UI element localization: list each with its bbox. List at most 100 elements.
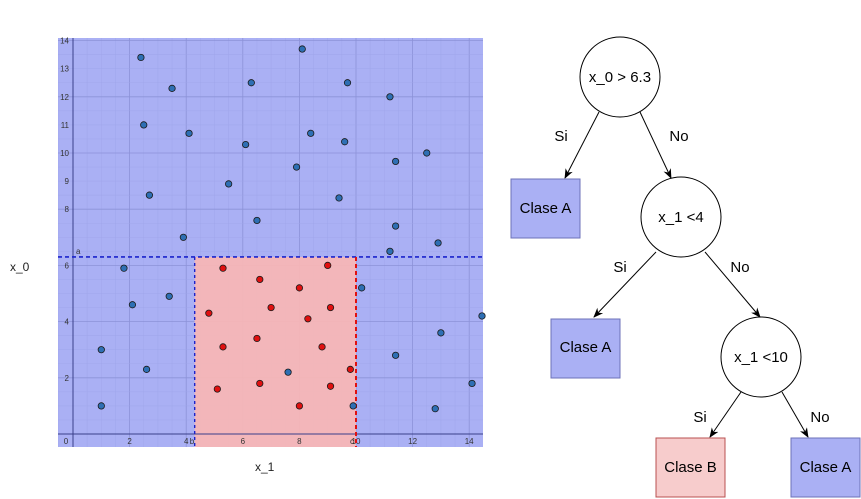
x-tick-label: 14 xyxy=(465,437,474,446)
y-tick-label: 14 xyxy=(60,37,69,46)
x-tick-label: 12 xyxy=(408,437,417,446)
point-clase-b xyxy=(295,402,303,410)
point-clase-b xyxy=(213,385,221,393)
y-tick-label: 13 xyxy=(60,65,69,74)
plot-axes xyxy=(58,38,483,447)
point-clase-a xyxy=(468,379,476,388)
point-clase-a xyxy=(145,191,154,199)
point-clase-a xyxy=(437,329,445,337)
point-clase-a xyxy=(386,93,394,101)
point-clase-a xyxy=(120,264,128,272)
threshold-label-c: c xyxy=(350,437,354,446)
point-clase-a xyxy=(392,351,400,359)
leaf-label: Clase A xyxy=(520,200,572,217)
y-tick-label: 6 xyxy=(65,261,70,270)
point-clase-a xyxy=(253,216,261,225)
node-label: x_1 <4 xyxy=(658,209,703,226)
edge-label-si: Si xyxy=(554,128,567,145)
point-clase-a xyxy=(349,402,357,410)
point-clase-b xyxy=(205,309,213,317)
point-clase-a xyxy=(341,138,349,146)
x-axis-title: x_1 xyxy=(255,460,275,474)
tree-node-root: x_0 > 6.3 xyxy=(579,36,661,118)
point-clase-a xyxy=(137,53,145,62)
plot-points xyxy=(97,45,486,413)
point-clase-a xyxy=(386,247,394,255)
edge-root-node2 xyxy=(639,111,672,179)
point-clase-b xyxy=(326,382,335,390)
point-clase-b xyxy=(219,264,227,272)
threshold-label-a: a xyxy=(76,247,81,256)
edge-node2-leaf2 xyxy=(593,251,657,318)
point-clase-a xyxy=(179,233,187,241)
point-clase-b xyxy=(346,365,354,373)
leaf-label: Clase A xyxy=(560,339,612,356)
point-clase-a xyxy=(185,129,193,137)
tree-leaf-clase-a: Clase A xyxy=(550,318,621,379)
point-clase-a xyxy=(142,365,151,373)
point-clase-a xyxy=(335,194,343,202)
edge-label-si: Si xyxy=(613,259,626,276)
tree-leaf-clase-a: Clase A xyxy=(790,437,861,498)
point-clase-a xyxy=(140,121,148,129)
tree-leaf-clase-b: Clase B xyxy=(655,437,726,498)
x-tick-label: 0 xyxy=(64,437,69,446)
point-clase-b xyxy=(304,315,312,323)
point-clase-a xyxy=(307,129,315,137)
edge-node3-leaf4 xyxy=(781,391,809,438)
edge-root-leaf1 xyxy=(564,111,600,179)
point-clase-b xyxy=(326,303,335,312)
point-clase-a xyxy=(242,140,250,149)
plot-regions xyxy=(194,256,356,447)
leaf-label: Clase A xyxy=(800,459,852,476)
point-clase-b xyxy=(256,379,264,388)
point-clase-a xyxy=(423,149,431,157)
point-clase-a xyxy=(392,222,400,230)
point-clase-a xyxy=(298,45,306,53)
point-clase-a xyxy=(97,346,105,354)
point-clase-b xyxy=(267,303,275,312)
y-tick-label: 11 xyxy=(61,121,70,130)
y-tick-label: 10 xyxy=(60,149,69,158)
y-tick-label: 9 xyxy=(65,177,70,186)
x-tick-label: 2 xyxy=(127,437,132,446)
x-tick-label: 8 xyxy=(297,437,302,446)
point-clase-a xyxy=(168,84,176,92)
y-tick-label: 4 xyxy=(65,318,70,327)
y-tick-label: 12 xyxy=(60,93,69,102)
point-clase-b xyxy=(318,343,326,351)
point-clase-b xyxy=(324,261,332,269)
point-clase-a xyxy=(478,312,486,320)
point-clase-b xyxy=(219,343,227,351)
node-label: x_1 <10 xyxy=(734,349,788,366)
edge-label-no: No xyxy=(669,128,688,145)
point-clase-a xyxy=(358,284,366,292)
point-clase-b xyxy=(253,334,261,343)
leaf-label: Clase B xyxy=(664,459,717,476)
tree-node-x1-lt-10: x_1 <10 xyxy=(720,316,802,398)
y-axis-title: x_0 xyxy=(10,260,30,274)
y-tick-label: 2 xyxy=(65,374,70,383)
point-clase-a xyxy=(247,79,255,87)
point-clase-a xyxy=(225,180,233,188)
x-tick-label: 6 xyxy=(241,437,246,446)
point-clase-a xyxy=(284,368,292,376)
point-clase-a xyxy=(165,292,173,300)
point-clase-a xyxy=(343,79,352,87)
point-clase-b xyxy=(295,284,303,292)
tree-node-x1-lt-4: x_1 <4 xyxy=(640,176,722,258)
point-clase-a xyxy=(392,157,400,166)
point-clase-b xyxy=(256,275,264,284)
edge-node2-node3 xyxy=(704,251,761,318)
tree-leaf-clase-a: Clase A xyxy=(510,178,581,239)
edge-label-no: No xyxy=(730,259,749,276)
plot-threshold-lines: a b c xyxy=(58,247,483,447)
point-clase-a xyxy=(292,163,301,171)
point-clase-a xyxy=(128,301,137,309)
region-clase-b xyxy=(194,256,356,447)
point-clase-a xyxy=(434,239,442,247)
edge-label-si: Si xyxy=(693,409,706,426)
edge-node3-leaf3 xyxy=(709,391,742,438)
